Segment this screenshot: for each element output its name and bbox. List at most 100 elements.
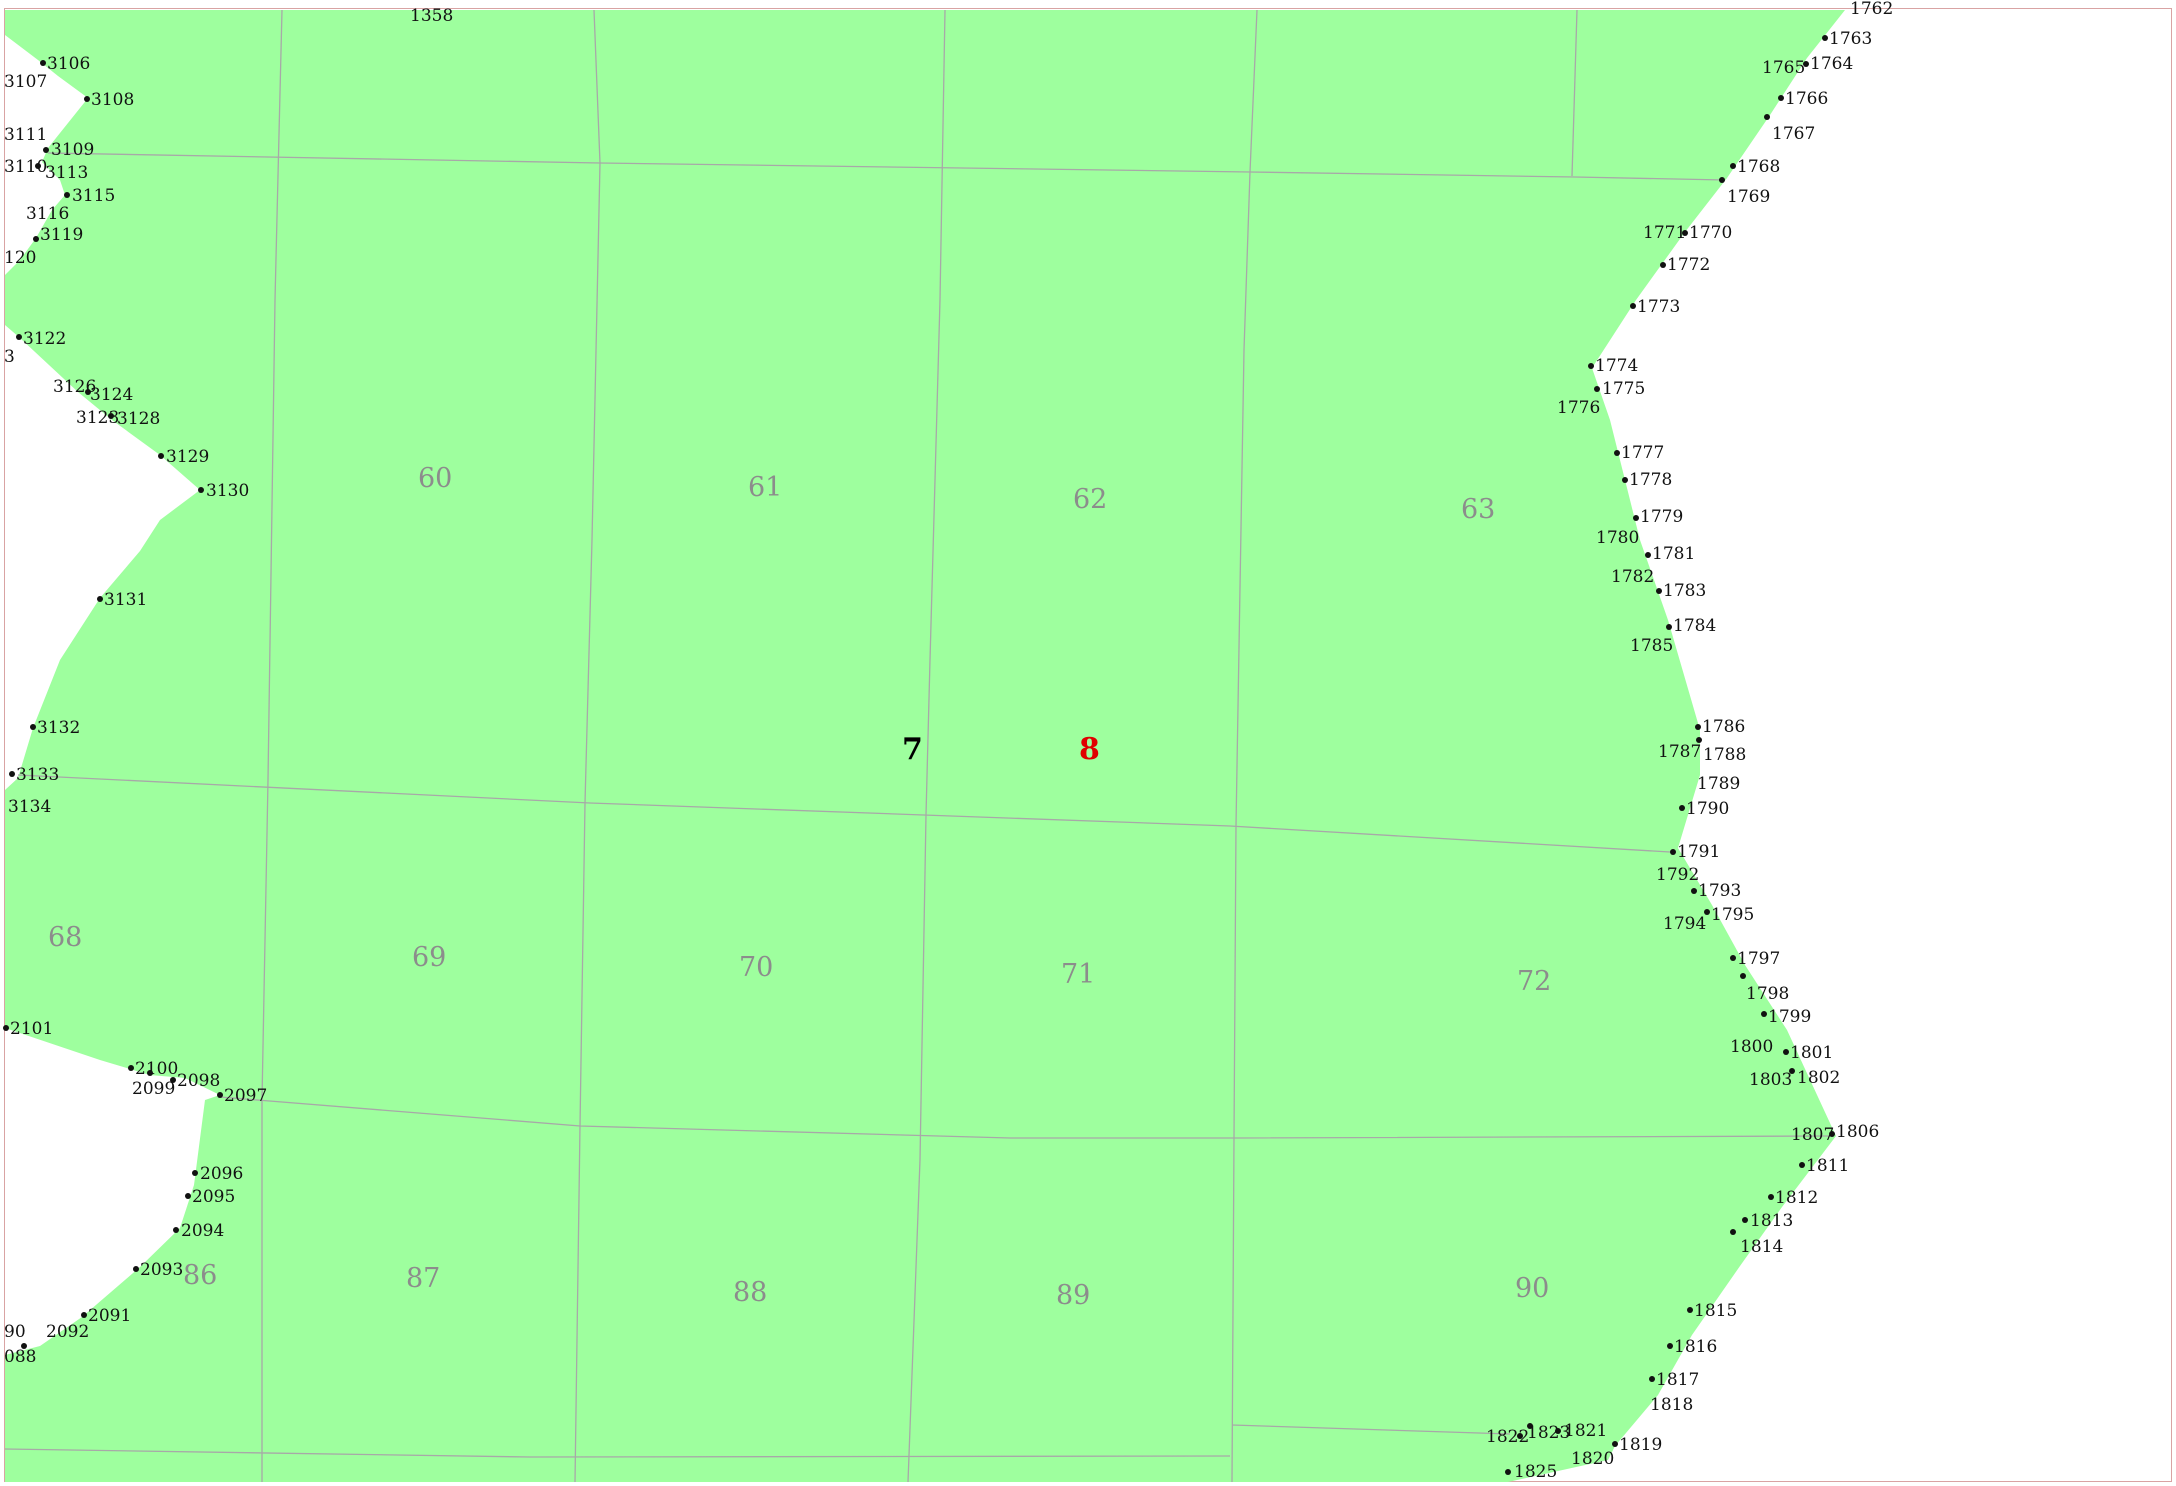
point-label: 1778 <box>1629 470 1672 490</box>
point-marker[interactable] <box>84 96 90 102</box>
point-label: 1825 <box>1514 1462 1557 1482</box>
point-marker[interactable] <box>1730 955 1736 961</box>
parcel-label[interactable]: 89 <box>1056 1280 1090 1311</box>
point-marker[interactable] <box>1622 477 1628 483</box>
point-marker[interactable] <box>1740 973 1746 979</box>
parcel-label[interactable]: 72 <box>1517 966 1551 997</box>
point-marker[interactable] <box>85 389 91 395</box>
point-marker[interactable] <box>1799 1162 1805 1168</box>
parcel-label[interactable]: 61 <box>748 472 782 503</box>
parcel-label[interactable]: 60 <box>418 463 452 494</box>
point-label: 1789 <box>1697 774 1740 794</box>
parcel-label[interactable]: 63 <box>1461 494 1495 525</box>
point-marker[interactable] <box>133 1266 139 1272</box>
boundary-col-2 <box>574 9 601 1483</box>
point-marker[interactable] <box>173 1227 179 1233</box>
point-marker[interactable] <box>1527 1423 1533 1429</box>
point-marker[interactable] <box>1656 588 1662 594</box>
point-marker[interactable] <box>1588 363 1594 369</box>
parcel-label[interactable]: 69 <box>412 942 446 973</box>
point-marker[interactable] <box>1645 552 1651 558</box>
point-marker[interactable] <box>1695 724 1701 730</box>
parcel-label[interactable]: 88 <box>733 1277 767 1308</box>
boundary-col-3 <box>907 9 946 1483</box>
block-label-7[interactable]: 7 <box>902 732 923 767</box>
point-marker[interactable] <box>1704 909 1710 915</box>
parcel-label[interactable]: 70 <box>739 952 773 983</box>
point-marker[interactable] <box>1730 1229 1736 1235</box>
point-label: 3133 <box>16 765 59 785</box>
point-marker[interactable] <box>30 724 36 730</box>
point-marker[interactable] <box>1666 624 1672 630</box>
point-label: 3128 <box>117 409 160 429</box>
point-marker[interactable] <box>40 60 46 66</box>
point-marker[interactable] <box>16 334 22 340</box>
point-marker[interactable] <box>21 1343 27 1349</box>
point-marker[interactable] <box>1730 163 1736 169</box>
point-marker[interactable] <box>64 192 70 198</box>
parcel-label[interactable]: 90 <box>1515 1273 1549 1304</box>
point-marker[interactable] <box>128 1065 134 1071</box>
parcel-label[interactable]: 68 <box>48 922 82 953</box>
point-marker[interactable] <box>147 1070 153 1076</box>
point-label: 1774 <box>1595 356 1638 376</box>
point-marker[interactable] <box>1696 737 1702 743</box>
point-marker[interactable] <box>1822 35 1828 41</box>
point-marker[interactable] <box>170 1077 176 1083</box>
point-marker[interactable] <box>1667 1343 1673 1349</box>
point-marker[interactable] <box>198 487 204 493</box>
point-marker[interactable] <box>1783 1049 1789 1055</box>
point-marker[interactable] <box>1768 1194 1774 1200</box>
point-label: 3 <box>4 347 15 367</box>
point-marker[interactable] <box>1649 1376 1655 1382</box>
point-marker[interactable] <box>1612 1441 1618 1447</box>
point-marker[interactable] <box>1789 1068 1795 1074</box>
point-label: 1788 <box>1703 745 1746 765</box>
point-label: 1799 <box>1768 1007 1811 1027</box>
point-marker[interactable] <box>1691 888 1697 894</box>
point-marker[interactable] <box>1670 849 1676 855</box>
point-marker[interactable] <box>1630 303 1636 309</box>
point-marker[interactable] <box>1682 230 1688 236</box>
point-marker[interactable] <box>217 1092 223 1098</box>
point-marker[interactable] <box>1633 515 1639 521</box>
parcel-label[interactable]: 62 <box>1073 484 1107 515</box>
point-marker[interactable] <box>1742 1217 1748 1223</box>
parcel-label[interactable]: 86 <box>183 1260 217 1291</box>
point-marker[interactable] <box>108 413 114 419</box>
point-marker[interactable] <box>3 1025 9 1031</box>
point-marker[interactable] <box>1555 1428 1561 1434</box>
point-marker[interactable] <box>192 1170 198 1176</box>
point-marker[interactable] <box>1679 805 1685 811</box>
point-marker[interactable] <box>97 596 103 602</box>
point-marker[interactable] <box>1778 95 1784 101</box>
block-label-8[interactable]: 8 <box>1079 732 1100 767</box>
point-marker[interactable] <box>1517 1433 1523 1439</box>
point-marker[interactable] <box>1505 1469 1511 1475</box>
point-marker[interactable] <box>1761 1011 1767 1017</box>
point-label: 1792 <box>1656 865 1699 885</box>
point-marker[interactable] <box>1764 114 1770 120</box>
point-label: 3122 <box>23 329 66 349</box>
point-marker[interactable] <box>185 1193 191 1199</box>
point-marker[interactable] <box>1614 450 1620 456</box>
point-marker[interactable] <box>81 1312 87 1318</box>
point-marker[interactable] <box>1660 262 1666 268</box>
point-marker[interactable] <box>1687 1307 1693 1313</box>
point-marker[interactable] <box>9 771 15 777</box>
point-marker[interactable] <box>158 453 164 459</box>
point-marker[interactable] <box>1594 386 1600 392</box>
parcel-label[interactable]: 71 <box>1061 959 1095 990</box>
point-marker[interactable] <box>1803 61 1809 67</box>
point-label: 1803 <box>1749 1070 1792 1090</box>
point-marker[interactable] <box>35 163 41 169</box>
point-label: 3134 <box>8 797 51 817</box>
point-label: 1791 <box>1677 842 1720 862</box>
point-marker[interactable] <box>43 147 49 153</box>
point-marker[interactable] <box>1829 1131 1835 1137</box>
point-label: 1821 <box>1564 1421 1607 1441</box>
point-marker[interactable] <box>1719 177 1725 183</box>
parcel-label[interactable]: 87 <box>406 1263 440 1294</box>
point-marker[interactable] <box>33 236 39 242</box>
